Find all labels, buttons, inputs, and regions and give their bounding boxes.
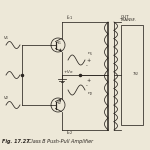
Text: $n_2$: $n_2$ <box>87 91 93 98</box>
Text: +: + <box>86 78 90 83</box>
Text: OUT: OUT <box>121 15 130 19</box>
Text: $I_{c1}$: $I_{c1}$ <box>66 13 74 22</box>
Bar <box>121 25 143 125</box>
Text: $T_{r2}$: $T_{r2}$ <box>132 70 140 78</box>
Text: $q_1$: $q_1$ <box>56 40 63 47</box>
Text: $+V_{cc}$: $+V_{cc}$ <box>63 68 74 76</box>
Text: -: - <box>86 83 88 88</box>
Text: $V_2$: $V_2$ <box>3 94 10 102</box>
Text: $I_{c2}$: $I_{c2}$ <box>66 128 74 137</box>
Text: $V_1$: $V_1$ <box>3 34 10 42</box>
Text: $q_2$: $q_2$ <box>56 100 63 107</box>
Text: +: + <box>86 58 90 63</box>
Text: -: - <box>86 63 88 68</box>
Text: Class B Push-Pull Amplifier: Class B Push-Pull Amplifier <box>28 139 93 144</box>
Text: TRANSF.: TRANSF. <box>119 18 136 22</box>
Text: $n_1$: $n_1$ <box>87 51 93 58</box>
Text: Fig. 17.27: Fig. 17.27 <box>2 139 30 144</box>
